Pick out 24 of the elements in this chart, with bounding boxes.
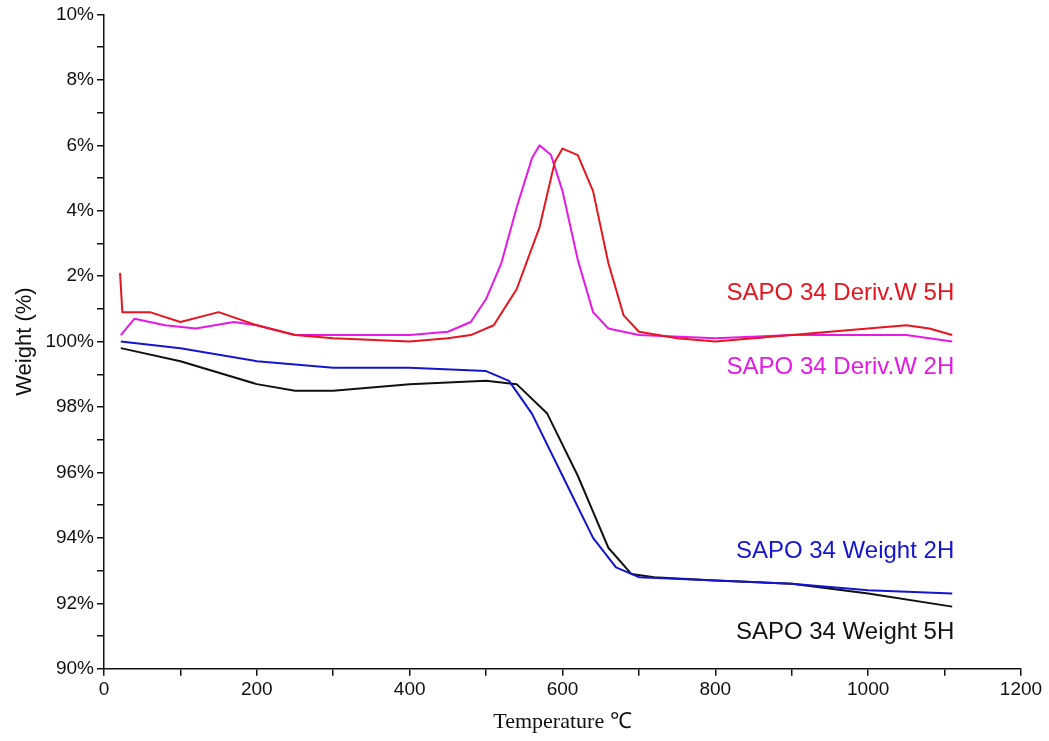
series-label: SAPO 34 Weight 5H bbox=[735, 617, 955, 645]
x-axis-title: Temperature ℃ bbox=[493, 707, 632, 733]
x-tick-label: 800 bbox=[699, 678, 732, 700]
y-tick-label: 98% bbox=[55, 395, 95, 417]
y2-tick-label: 8% bbox=[66, 68, 95, 90]
y-tick-label: 90% bbox=[55, 657, 95, 679]
series-label: SAPO 34 Deriv.W 5H bbox=[726, 277, 955, 305]
x-tick-label: 1000 bbox=[847, 678, 890, 700]
x-tick-label: 200 bbox=[240, 678, 273, 700]
y-axis-title: Weight (%) bbox=[11, 287, 37, 396]
y-tick-label: 100% bbox=[45, 329, 95, 351]
series-label: SAPO 34 Deriv.W 2H bbox=[726, 352, 955, 380]
y2-tick-label: 4% bbox=[66, 198, 95, 220]
x-tick-label: 0 bbox=[98, 678, 110, 700]
y2-tick-label: 2% bbox=[66, 264, 95, 286]
y-tick-label: 96% bbox=[55, 460, 95, 482]
y2-tick-label: 6% bbox=[66, 133, 95, 155]
x-tick-label: 600 bbox=[546, 678, 579, 700]
x-tick-label: 400 bbox=[393, 678, 426, 700]
series-label: SAPO 34 Weight 2H bbox=[735, 536, 955, 564]
x-tick-label: 1200 bbox=[999, 678, 1043, 700]
y2-tick-label: 10% bbox=[55, 2, 95, 24]
y-tick-label: 92% bbox=[55, 591, 95, 613]
y-tick-label: 94% bbox=[55, 526, 95, 548]
